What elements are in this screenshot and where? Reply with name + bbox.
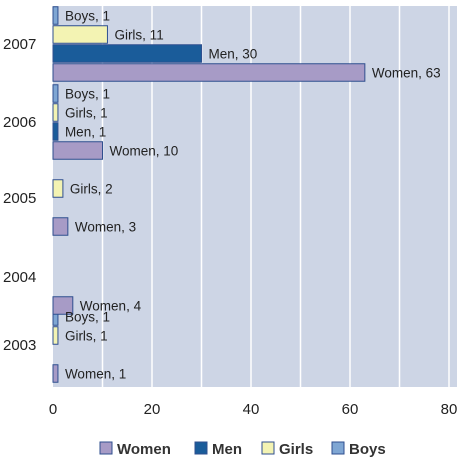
bar-girls-2003 xyxy=(52,326,59,345)
bar-girls-2007 xyxy=(52,25,108,44)
x-tick-label: 0 xyxy=(49,401,57,418)
data-label-boys-2007: Boys, 1 xyxy=(65,9,110,24)
data-label-men-2006: Men, 1 xyxy=(65,125,106,140)
data-label-women-2003: Women, 1 xyxy=(65,367,126,382)
data-label-girls-2007: Girls, 11 xyxy=(114,28,163,43)
bar-boys-2006 xyxy=(52,84,59,103)
bar-men-2007 xyxy=(52,44,202,63)
year-label-2003: 2003 xyxy=(3,337,36,354)
x-tick-label: 60 xyxy=(342,401,359,418)
bar-women-2004 xyxy=(52,296,74,315)
year-label-2006: 2006 xyxy=(3,114,36,131)
legend-label-girls: Girls xyxy=(279,441,313,458)
x-tick-label: 20 xyxy=(144,401,161,418)
year-label-2007: 2007 xyxy=(3,36,36,53)
x-tick-label: 40 xyxy=(243,401,260,418)
bar-girls-2005 xyxy=(52,179,64,198)
data-label-women-2007: Women, 63 xyxy=(372,66,441,81)
data-label-boys-2006: Boys, 1 xyxy=(65,87,110,102)
data-label-men-2007: Men, 30 xyxy=(209,47,258,62)
bar-boys-2007 xyxy=(52,6,59,25)
data-label-women-2006: Women, 10 xyxy=(110,144,179,159)
bar-women-2006 xyxy=(52,141,103,160)
data-label-girls-2005: Girls, 2 xyxy=(70,182,113,197)
legend: Women Men Girls Boys xyxy=(99,441,386,458)
legend-label-boys: Boys xyxy=(349,441,386,458)
data-label-women-2004: Women, 4 xyxy=(80,299,142,314)
bar-women-2003 xyxy=(52,364,59,383)
legend-label-women: Women xyxy=(117,441,171,458)
legend-label-men: Men xyxy=(212,441,242,458)
bar-women-2005 xyxy=(52,217,69,236)
legend-swatch-girls xyxy=(261,441,275,455)
year-label-2005: 2005 xyxy=(3,190,36,207)
y-axis-labels: 2003 2004 2005 2006 2007 xyxy=(3,36,36,354)
data-label-women-2005: Women, 3 xyxy=(75,220,136,235)
legend-swatch-boys xyxy=(331,441,345,455)
data-label-girls-2006: Girls, 1 xyxy=(65,106,108,121)
data-label-boys-2003: Boys, 1 xyxy=(65,310,110,325)
year-label-2004: 2004 xyxy=(3,269,36,286)
x-axis-tick-labels: 0 20 40 60 80 xyxy=(49,401,458,418)
bar-men-2006 xyxy=(52,122,59,141)
bar-women-2007 xyxy=(52,63,366,82)
legend-swatch-men xyxy=(194,441,208,455)
data-label-girls-2003: Girls, 1 xyxy=(65,329,108,344)
data-labels: Boys, 1 Girls, 1 Women, 1 Women, 4 Girls, 2 W… xyxy=(65,9,441,382)
x-tick-label: 80 xyxy=(441,401,458,418)
bar-girls-2006 xyxy=(52,103,59,122)
plot-area xyxy=(53,6,457,387)
bars xyxy=(52,6,366,383)
legend-swatch-women xyxy=(99,441,113,455)
